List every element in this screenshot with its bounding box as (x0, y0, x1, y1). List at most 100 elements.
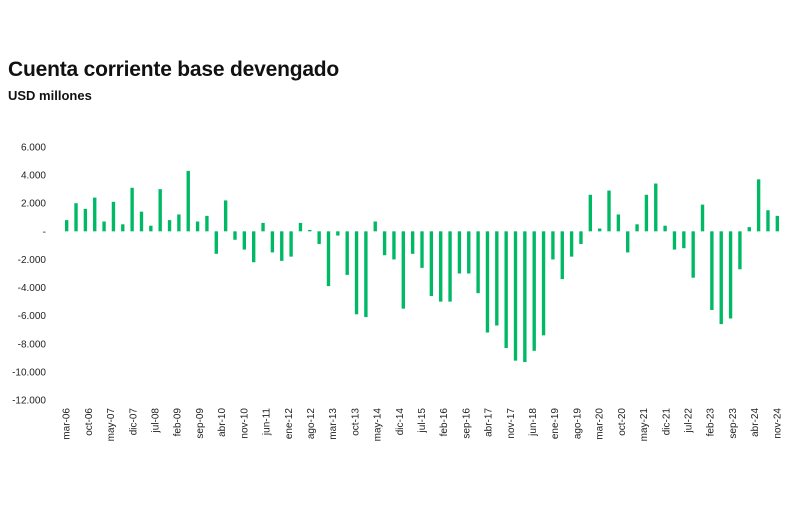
bar (644, 194, 649, 232)
bar (214, 231, 218, 254)
x-tick-label: jun-18 (528, 408, 539, 437)
bar (308, 229, 312, 232)
y-tick-label: 4.000 (21, 171, 46, 182)
bar (616, 214, 621, 232)
bar (420, 231, 424, 268)
bar (504, 231, 508, 348)
bar (682, 231, 686, 249)
bar (626, 231, 630, 253)
bar (261, 222, 265, 232)
bar (205, 215, 209, 232)
y-tick-label: - (43, 227, 46, 238)
x-tick-label: dic-21 (661, 408, 672, 436)
bar (775, 215, 780, 232)
bar (691, 231, 695, 278)
x-tick-label: may-14 (373, 408, 384, 442)
bar (532, 231, 536, 351)
bar (523, 231, 527, 363)
bar (280, 231, 284, 261)
bar (635, 224, 639, 232)
x-tick-label: nov-24 (772, 408, 783, 439)
x-tick-label: oct-13 (350, 408, 361, 436)
x-tick-label: ago-12 (306, 408, 317, 440)
bar (336, 231, 340, 236)
bar (382, 231, 387, 256)
x-tick-label: ago-19 (573, 408, 584, 440)
bar (738, 231, 742, 270)
bar (111, 201, 116, 232)
bar (223, 200, 228, 232)
bar (270, 231, 275, 253)
chart-subtitle: USD millones (8, 88, 92, 103)
bar (485, 231, 490, 333)
bar (597, 228, 602, 232)
bar (429, 231, 434, 296)
bar (354, 231, 359, 315)
x-tick-label: oct-06 (84, 408, 95, 436)
bar (607, 190, 611, 232)
x-tick-label: jul-22 (684, 408, 695, 434)
bar (242, 231, 247, 250)
bar (345, 231, 349, 275)
bar (513, 231, 518, 361)
bar (541, 231, 546, 336)
x-tick-label: mar-06 (62, 408, 73, 440)
x-tick-label: dic-14 (395, 408, 406, 436)
y-tick-label: -12.000 (12, 396, 46, 407)
x-tick-label: may-07 (106, 408, 117, 442)
y-tick-label: -4.000 (18, 283, 47, 294)
chart-title: Cuenta corriente base devengado (8, 58, 340, 81)
bar (439, 231, 443, 302)
y-tick-label: 6.000 (21, 143, 46, 154)
bar (728, 231, 733, 319)
x-tick-label: jun-11 (262, 408, 273, 436)
bar (551, 231, 555, 260)
bar (448, 231, 452, 302)
bar (476, 231, 480, 294)
y-tick-label: -8.000 (18, 339, 47, 350)
x-tick-label: dic-07 (128, 408, 139, 436)
bar (495, 231, 499, 326)
bar (560, 231, 564, 280)
x-tick-label: jul-15 (417, 408, 428, 434)
bar (392, 231, 396, 260)
bar (373, 221, 377, 232)
bar (719, 231, 723, 325)
bar (588, 194, 592, 232)
y-tick-label: -6.000 (18, 311, 47, 322)
bar (401, 231, 405, 309)
bar (186, 170, 190, 232)
x-tick-label: sep-09 (195, 408, 206, 439)
x-tick-label: sep-23 (728, 408, 739, 439)
x-tick-label: oct-20 (617, 408, 628, 436)
bar (569, 231, 574, 257)
y-axis: 6.000 4.000 2.000 - -2.000 -4.000 -6.000 -8.000… (12, 143, 46, 407)
bar (195, 221, 200, 232)
bar (64, 220, 69, 232)
bar (579, 231, 583, 244)
bar (102, 221, 106, 232)
x-tick-label: jul-08 (151, 408, 162, 434)
bar (139, 211, 144, 232)
bar (74, 203, 78, 232)
bar (710, 231, 714, 311)
x-tick-label: feb-09 (173, 408, 184, 437)
bar (467, 231, 471, 274)
x-tick-label: feb-23 (706, 408, 717, 437)
x-tick-label: ene-12 (284, 408, 295, 440)
x-tick-label: ene-19 (550, 408, 561, 440)
bar (364, 231, 368, 318)
y-tick-label: -10.000 (12, 367, 46, 378)
bar (158, 189, 162, 232)
x-tick-label: abr-17 (484, 408, 495, 437)
bar (167, 220, 172, 232)
bar (756, 179, 761, 232)
bar (654, 183, 658, 232)
y-tick-label: 2.000 (21, 199, 46, 210)
bar (149, 225, 153, 232)
bar (700, 204, 705, 232)
bar (130, 187, 134, 232)
bar (233, 231, 237, 240)
bar (83, 208, 88, 232)
